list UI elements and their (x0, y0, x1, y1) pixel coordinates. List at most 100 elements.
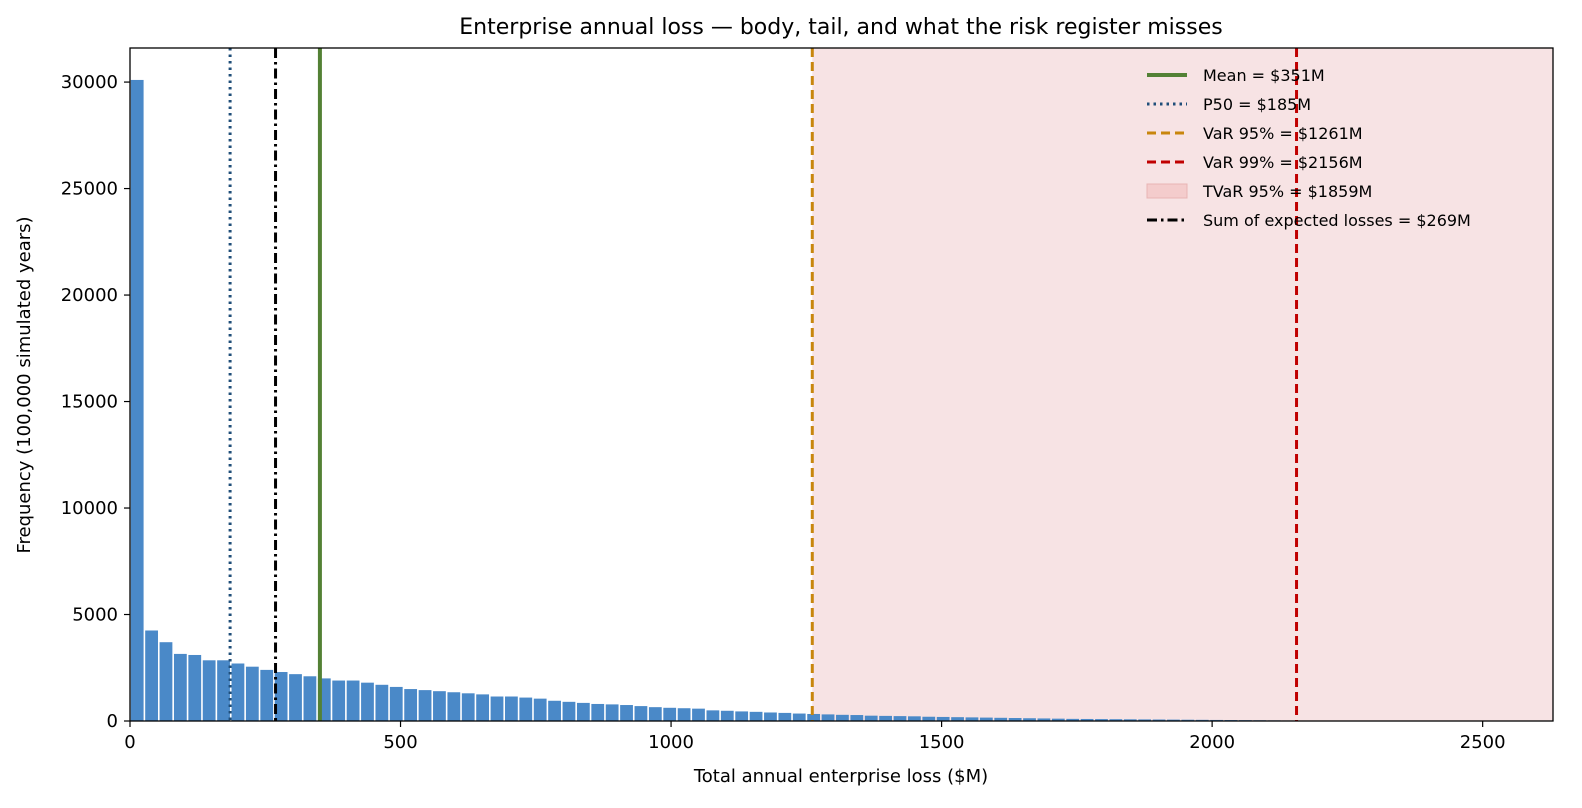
histogram-bar (202, 660, 216, 721)
histogram-bar (576, 702, 590, 721)
histogram-bar (461, 693, 475, 721)
histogram-bar (663, 707, 677, 721)
histogram-bar (1167, 719, 1180, 721)
legend-label: P50 = $185M (1203, 95, 1311, 114)
y-tick-label: 0 (107, 711, 118, 732)
x-tick-label: 1000 (648, 732, 694, 753)
legend-label: Mean = $351M (1203, 66, 1325, 85)
histogram-bar (1080, 718, 1094, 721)
histogram-bar (418, 690, 432, 721)
legend: Mean = $351M P50 = $185M VaR 95% = $1261M V… (1146, 66, 1471, 230)
y-tick-label: 15000 (61, 392, 118, 413)
histogram-bar (692, 708, 705, 721)
histogram-bar (303, 676, 317, 721)
x-axis-title: Total annual enterprise loss ($M) (693, 766, 988, 787)
legend-swatch (1146, 183, 1188, 199)
histogram-bar (965, 717, 979, 721)
histogram-bar (375, 684, 389, 721)
histogram-bar (490, 696, 504, 721)
histogram-bar (749, 711, 763, 721)
histogram-bar (1095, 719, 1108, 721)
histogram-bar (404, 689, 418, 721)
histogram-bar (850, 715, 864, 721)
x-tick-label: 2500 (1460, 732, 1506, 753)
histogram-bar (1023, 718, 1036, 721)
histogram-bar (447, 692, 461, 721)
histogram-bar (274, 672, 288, 721)
histogram-bar (620, 705, 633, 721)
y-tick-label: 10000 (61, 498, 118, 519)
y-tick-label: 25000 (61, 179, 118, 200)
histogram-bar (130, 79, 144, 721)
histogram-bar (605, 704, 619, 721)
histogram-bar (735, 711, 749, 721)
histogram-bar (145, 630, 158, 721)
histogram-bar (289, 674, 302, 721)
histogram-bar (1123, 719, 1137, 721)
y-tick-label: 5000 (72, 605, 118, 626)
histogram-bar (519, 697, 533, 721)
histogram-bar (864, 715, 878, 721)
y-tick-label: 30000 (61, 72, 118, 93)
plot-frame (129, 47, 1554, 722)
histogram-bar (361, 682, 374, 721)
x-tick-label: 1500 (919, 732, 965, 753)
histogram-bar (893, 716, 907, 721)
histogram-bar (720, 710, 734, 721)
chart-title: Enterprise annual loss — body, tail, and… (459, 15, 1222, 40)
histogram-bar (836, 714, 849, 721)
legend-label: VaR 95% = $1261M (1203, 124, 1363, 143)
histogram-bar (648, 707, 662, 721)
y-tick-label: 20000 (61, 285, 118, 306)
histogram-bar (936, 716, 950, 721)
histogram-bar (217, 660, 230, 721)
histogram-bar (821, 714, 835, 721)
x-tick-label: 0 (124, 732, 135, 753)
histogram-bar (346, 680, 360, 721)
histogram-bar (476, 694, 490, 721)
legend-label: TVaR 95% = $1859M (1202, 182, 1372, 201)
histogram-bar (677, 708, 691, 721)
histogram-bar (922, 716, 936, 721)
y-axis-title: Frequency (100,000 simulated years) (14, 216, 35, 553)
histogram-bar (706, 710, 720, 721)
histogram-bar (173, 653, 187, 721)
histogram-bar (433, 691, 446, 721)
histogram-bar (260, 669, 274, 721)
histogram-bar (951, 717, 964, 721)
histogram-bar (548, 700, 561, 721)
histogram-bar (389, 686, 403, 721)
histogram-bar (231, 663, 245, 721)
histogram-bar (994, 717, 1008, 721)
histogram-bar (591, 703, 605, 721)
axes: 0 500 1000 1500 2000 250005000100001500020000… (61, 47, 1554, 753)
x-tick-label: 2000 (1189, 732, 1235, 753)
histogram-bar (1037, 718, 1051, 721)
histogram-bar (505, 696, 518, 721)
histogram-bar (533, 698, 547, 721)
histogram-bar (1066, 718, 1080, 721)
histogram-bar (764, 712, 777, 721)
histogram-bar (1008, 718, 1022, 721)
histogram-bar (792, 713, 806, 721)
histogram-bar (1152, 719, 1166, 721)
histogram-bar (245, 666, 259, 721)
plot-area (130, 48, 1555, 721)
histogram-bar (332, 680, 346, 721)
histogram-bar (1051, 718, 1065, 721)
tvar-tail-shade (812, 48, 1553, 721)
histogram-bar (778, 712, 792, 721)
legend-label: Sum of expected losses = $269M (1203, 211, 1471, 230)
histogram-bar (634, 706, 648, 721)
histogram-bar (1138, 719, 1152, 721)
histogram-bar (1109, 719, 1123, 721)
histogram-bar (188, 654, 202, 721)
x-tick-label: 500 (383, 732, 417, 753)
histogram-bar (159, 642, 173, 721)
legend-label: VaR 99% = $2156M (1203, 153, 1363, 172)
histogram-bar (907, 716, 921, 721)
histogram-bar (562, 701, 576, 721)
histogram-bar (979, 717, 993, 721)
histogram-bar (879, 715, 892, 721)
